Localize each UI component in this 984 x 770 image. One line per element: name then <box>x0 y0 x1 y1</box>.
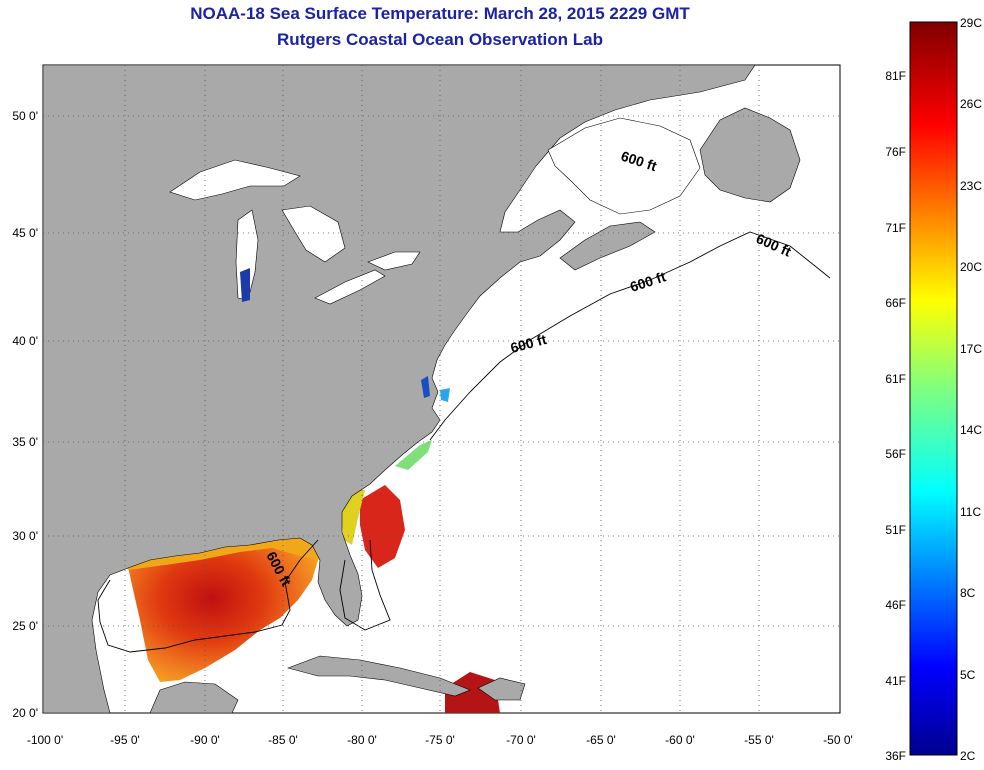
lat-tick-label: 30 0' <box>12 529 38 543</box>
gulf-stream-sst-patch <box>360 485 405 568</box>
lon-tick-label: -90 0' <box>190 733 220 747</box>
lon-tick-label: -85 0' <box>268 733 298 747</box>
colorbar-fahrenheit-label: 76F <box>885 145 906 159</box>
lat-tick-label: 25 0' <box>12 619 38 633</box>
colorbar-fahrenheit-label: 81F <box>885 69 906 83</box>
lat-tick-label: 45 0' <box>12 226 38 240</box>
lon-tick-label: -80 0' <box>347 733 377 747</box>
lon-tick-label: -75 0' <box>425 733 455 747</box>
colorbar-fahrenheit-label: 61F <box>885 372 906 386</box>
colorbar-celsius-label: 8C <box>960 586 976 600</box>
coastal-sst-strip-virginia <box>440 388 450 402</box>
isobath-east-coast <box>429 231 831 441</box>
lake-michigan-cold-water <box>240 268 250 302</box>
yucatan-land <box>149 681 239 713</box>
lat-tick-label: 35 0' <box>12 435 38 449</box>
newfoundland-land <box>699 107 801 203</box>
map-title: NOAA-18 Sea Surface Temperature: March 2… <box>190 4 690 23</box>
colorbar-celsius-label: 5C <box>960 668 976 682</box>
hispaniola-land <box>477 677 526 701</box>
colorbar-celsius-label: 23C <box>960 179 982 193</box>
gulf-sst-patch <box>124 530 318 682</box>
lat-tick-label: 40 0' <box>12 334 38 348</box>
colorbar-celsius-label: 20C <box>960 260 982 274</box>
lat-tick-label: 20 0' <box>12 706 38 720</box>
lon-tick-label: -95 0' <box>110 733 140 747</box>
chesapeake-bay <box>421 376 430 398</box>
lon-tick-label: -60 0' <box>665 733 695 747</box>
colorbar-fahrenheit-label: 51F <box>885 523 906 537</box>
lon-tick-label: -70 0' <box>506 733 536 747</box>
lon-tick-label: -50 0' <box>823 733 853 747</box>
colorbar-celsius-label: 14C <box>960 423 982 437</box>
colorbar-fahrenheit-label: 66F <box>885 296 906 310</box>
colorbar-celsius-label: 11C <box>960 505 981 519</box>
lat-tick-label: 50 0' <box>12 109 38 123</box>
north-america-land <box>43 65 756 713</box>
lat-lon-grid <box>43 65 840 713</box>
lon-tick-label: -55 0' <box>744 733 774 747</box>
lake-ontario <box>367 251 421 271</box>
lon-tick-label: -65 0' <box>586 733 616 747</box>
colorbar-celsius-label: 2C <box>960 749 976 763</box>
colorbar-celsius-label: 17C <box>960 342 982 356</box>
map-subtitle: Rutgers Coastal Ocean Observation Lab <box>277 30 603 49</box>
colorbar-celsius-label: 29C <box>960 16 982 30</box>
isobath-gulf <box>97 539 319 653</box>
colorbar-fahrenheit-label: 36F <box>885 749 906 763</box>
caribbean-sst-patch <box>445 672 500 713</box>
coastal-sst-strip-carolina <box>395 440 432 470</box>
colorbar-fahrenheit-label: 46F <box>885 598 906 612</box>
lake-superior <box>169 159 301 201</box>
isobath-florida-strait <box>339 539 391 631</box>
colorbar-fahrenheit-label: 56F <box>885 447 906 461</box>
colorbar-fahrenheit-label: 71F <box>885 221 906 235</box>
lon-tick-label: -100 0' <box>27 733 63 747</box>
lake-erie <box>314 269 386 305</box>
colorbar-fahrenheit-label: 41F <box>885 674 906 688</box>
nova-scotia-land <box>559 221 656 271</box>
colorbar <box>909 21 958 756</box>
lake-huron <box>281 205 346 263</box>
cuba-land <box>287 655 471 697</box>
colorbar-celsius-label: 26C <box>960 97 982 111</box>
